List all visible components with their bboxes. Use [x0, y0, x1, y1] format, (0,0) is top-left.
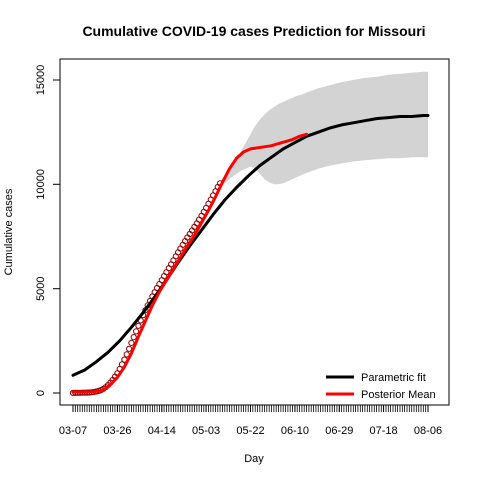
parametric-fit-line [71, 114, 430, 377]
legend-posterior-label: Posterior Mean [361, 389, 436, 401]
x-axis: 03-07 03-26 04-14 05-03 05-22 06-10 06-29 07-18… [59, 405, 442, 437]
plot-frame [59, 58, 450, 406]
chart-title: Cumulative COVID-19 cases Prediction for… [82, 23, 425, 39]
x-tick-label: 05-22 [236, 425, 264, 437]
x-tick-label: 04-14 [148, 425, 176, 437]
observed-point [126, 345, 133, 352]
observed-point [135, 322, 142, 329]
x-tick-label: 08-06 [414, 425, 442, 437]
legend-parametric-label: Parametric fit [361, 372, 426, 384]
observed-point [133, 328, 140, 335]
x-tick-label: 06-10 [281, 425, 309, 437]
x-tick-label: 06-29 [325, 425, 353, 437]
x-tick-label: 05-03 [192, 425, 220, 437]
y-tick-label: 10000 [35, 169, 47, 200]
series-layer [71, 114, 430, 394]
posterior-mean-line [71, 132, 309, 394]
y-tick-label: 5000 [35, 276, 47, 300]
y-tick-label: 15000 [35, 65, 47, 96]
y-tick-label: 0 [35, 390, 47, 396]
y-axis: 0 5000 10000 15000 [35, 65, 60, 396]
x-axis-label: Day [244, 453, 264, 465]
observed-point [128, 339, 135, 346]
x-tick-label: 07-18 [370, 425, 398, 437]
x-tick-label: 03-26 [103, 425, 131, 437]
observed-point [130, 334, 137, 341]
legend: Parametric fit Posterior Mean [326, 372, 436, 401]
y-axis-label: Cumulative cases [3, 188, 15, 275]
x-tick-label: 03-07 [59, 425, 87, 437]
